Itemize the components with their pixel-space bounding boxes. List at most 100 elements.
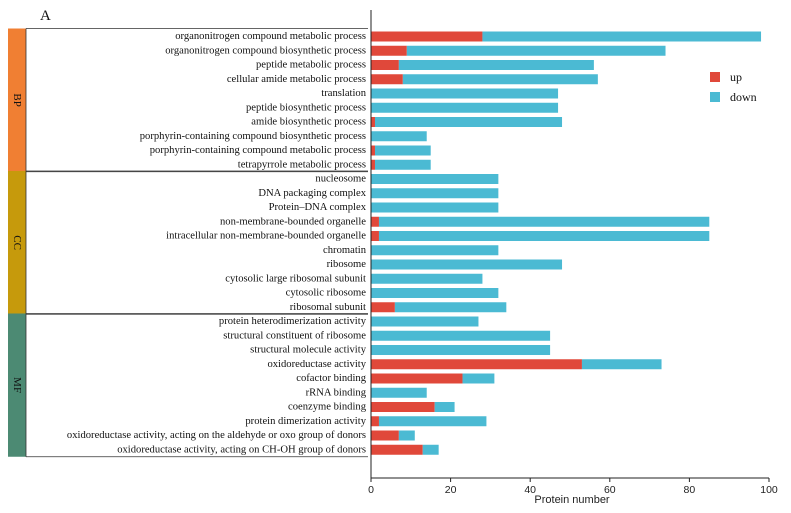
category-label: Protein–DNA complex bbox=[269, 202, 367, 213]
bar-down bbox=[371, 330, 551, 341]
group-strip-cc bbox=[8, 171, 26, 315]
category-label: structural constituent of ribosome bbox=[223, 330, 366, 341]
group-label-bp: BP bbox=[11, 93, 23, 106]
bar-up bbox=[371, 373, 463, 384]
bar-up bbox=[371, 231, 379, 241]
bar-down bbox=[378, 231, 710, 241]
category-label: amide biosynthetic process bbox=[251, 117, 366, 128]
category-label: protein dimerization activity bbox=[245, 416, 366, 427]
bar-down bbox=[371, 102, 559, 113]
bar-up bbox=[371, 302, 395, 313]
group-strip-mf bbox=[8, 313, 26, 457]
bar-down bbox=[398, 430, 415, 441]
bar-down bbox=[406, 45, 666, 56]
bar-up bbox=[371, 402, 435, 412]
category-label: ribosomal subunit bbox=[290, 302, 366, 313]
category-label: oxidoreductase activity, acting on the a… bbox=[67, 430, 366, 441]
bar-down bbox=[482, 31, 762, 42]
bar-down bbox=[371, 88, 559, 99]
bar-down bbox=[422, 444, 439, 455]
category-label: structural molecule activity bbox=[250, 345, 367, 356]
bar-down bbox=[371, 188, 499, 199]
group-mf: MF bbox=[8, 313, 368, 458]
bar-down bbox=[371, 345, 551, 355]
bar-up bbox=[371, 145, 375, 156]
bar-up bbox=[371, 216, 379, 227]
x-axis-title: Protein number bbox=[534, 494, 610, 506]
bar-down bbox=[378, 216, 710, 227]
category-label: nucleosome bbox=[315, 174, 366, 185]
category-groups: BP CC MF bbox=[8, 28, 368, 458]
bar-down bbox=[371, 288, 499, 298]
bar-down bbox=[434, 402, 455, 412]
panel-label: A bbox=[40, 8, 51, 24]
group-cc: CC bbox=[8, 170, 368, 315]
group-bp: BP bbox=[8, 28, 368, 173]
bar-down bbox=[581, 359, 662, 370]
legend: up down bbox=[710, 70, 757, 104]
bar-down bbox=[462, 373, 495, 384]
x-tick-label: 100 bbox=[760, 484, 778, 496]
bar-up bbox=[371, 430, 399, 441]
bar-down bbox=[374, 117, 563, 127]
bar-up bbox=[371, 444, 423, 455]
bar-down bbox=[371, 273, 483, 284]
x-tick-label: 20 bbox=[445, 484, 457, 496]
bar-down bbox=[402, 74, 598, 85]
x-tick-label: 40 bbox=[524, 484, 536, 496]
bar-down bbox=[371, 259, 563, 270]
bars bbox=[371, 31, 762, 455]
group-bracket-cc bbox=[25, 170, 368, 315]
bar-up bbox=[371, 159, 375, 170]
bar-down bbox=[371, 245, 499, 256]
bar-down bbox=[371, 316, 479, 327]
category-label: cytosolic ribosome bbox=[286, 288, 367, 299]
category-labels: organonitrogen compound metabolic proces… bbox=[67, 31, 367, 455]
category-label: ribosome bbox=[327, 259, 367, 270]
bar-down bbox=[398, 60, 594, 70]
category-label: non-membrane-bounded organelle bbox=[220, 216, 366, 227]
category-label: chromatin bbox=[323, 245, 367, 256]
group-strip-bp bbox=[8, 28, 26, 172]
category-label: coenzyme binding bbox=[288, 402, 367, 413]
category-label: peptide biosynthetic process bbox=[246, 102, 366, 113]
bar-down bbox=[378, 416, 487, 427]
bar-up bbox=[371, 74, 403, 85]
bar-up bbox=[371, 117, 375, 127]
category-label: rRNA binding bbox=[306, 387, 367, 398]
legend-swatch-down bbox=[710, 92, 720, 102]
bar-up bbox=[371, 60, 399, 70]
category-label: oxidoreductase activity bbox=[267, 359, 366, 370]
bar-up bbox=[371, 416, 379, 427]
bar-down bbox=[394, 302, 507, 313]
category-label: intracellular non-membrane-bounded organ… bbox=[166, 231, 366, 242]
category-label: tetrapyrrole metabolic process bbox=[238, 159, 366, 170]
category-label: organonitrogen compound biosynthetic pro… bbox=[165, 45, 366, 56]
axes: 0 20 40 60 80 100 bbox=[368, 10, 778, 496]
category-label: protein heterodimerization activity bbox=[219, 316, 367, 327]
category-label: cytosolic large ribosomal subunit bbox=[225, 273, 366, 284]
category-label: organonitrogen compound metabolic proces… bbox=[175, 31, 366, 42]
group-bracket-mf bbox=[25, 313, 368, 458]
bar-up bbox=[371, 359, 582, 370]
category-label: translation bbox=[321, 88, 366, 99]
x-tick-label: 60 bbox=[604, 484, 616, 496]
category-label: porphyrin-containing compound biosynthet… bbox=[140, 131, 366, 142]
bar-down bbox=[371, 387, 427, 398]
group-label-cc: CC bbox=[11, 235, 23, 250]
category-label: oxidoreductase activity, acting on CH-OH… bbox=[117, 444, 366, 455]
x-tick-label: 80 bbox=[684, 484, 696, 496]
bar-down bbox=[374, 159, 431, 170]
category-label: porphyrin-containing compound metabolic … bbox=[150, 145, 366, 156]
group-bracket-bp bbox=[25, 28, 368, 173]
category-label: peptide metabolic process bbox=[256, 60, 366, 71]
category-label: cofactor binding bbox=[296, 373, 366, 384]
bar-down bbox=[371, 131, 427, 142]
x-tick-label: 0 bbox=[368, 484, 374, 496]
category-label: cellular amide metabolic process bbox=[227, 74, 366, 85]
legend-swatch-up bbox=[710, 72, 720, 82]
category-label: DNA packaging complex bbox=[258, 188, 366, 199]
legend-label-down: down bbox=[730, 90, 757, 104]
bar-up bbox=[371, 45, 407, 56]
legend-label-up: up bbox=[730, 70, 742, 84]
